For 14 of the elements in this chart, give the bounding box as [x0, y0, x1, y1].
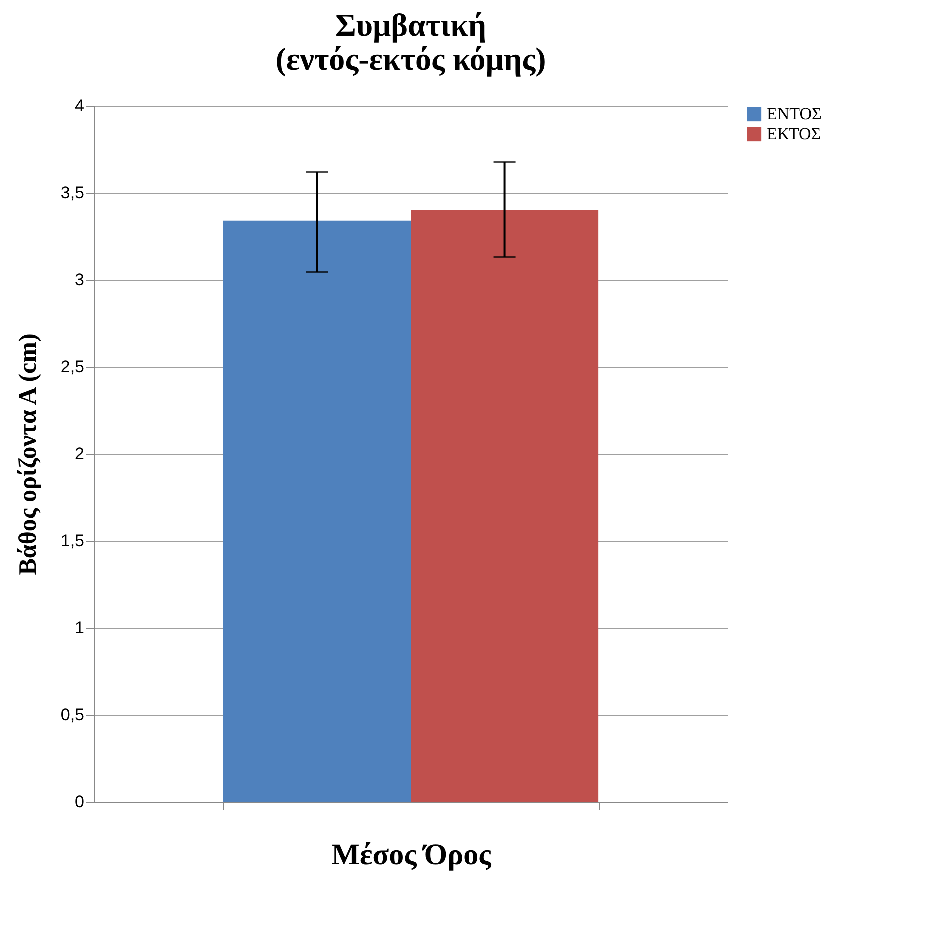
- y-tick-label: 4: [75, 96, 84, 116]
- y-tick-label: 2: [75, 444, 84, 464]
- legend-label: ΕΝΤΟΣ: [767, 104, 822, 124]
- y-tick-label: 0,5: [60, 706, 84, 724]
- y-tick-label: 1: [75, 618, 84, 638]
- y-tick-label: 3: [75, 270, 84, 290]
- y-axis-title: Βάθος ορίζοντα Α (cm): [14, 334, 42, 576]
- y-tick-label: 2,5: [60, 358, 84, 376]
- y-tick-label: 3,5: [60, 184, 84, 202]
- y-tick-label: 0: [75, 792, 84, 812]
- legend-label: ΕΚΤΟΣ: [767, 124, 822, 144]
- chart-title: Συμβατική (εντός-εκτός κόμης): [276, 7, 546, 77]
- y-tick-label: 1,5: [60, 532, 84, 550]
- x-tick-label: Μέσος Όρος: [332, 838, 492, 872]
